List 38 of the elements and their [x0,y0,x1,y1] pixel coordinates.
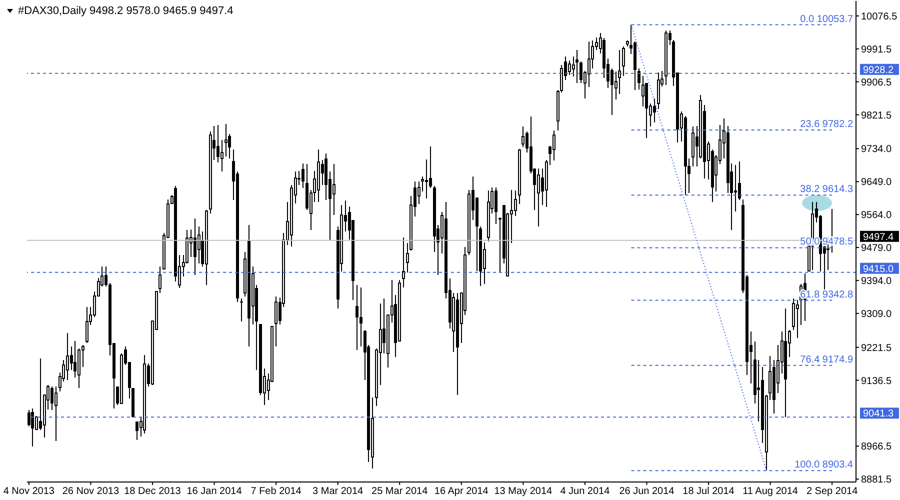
series-label: 38.2 9614.3 [800,184,854,196]
ref-line-label: 9041.3 [863,408,894,420]
series-label: 0.0 10053.7 [800,14,854,25]
series-label: 76.4 9174.9 [800,354,854,366]
x-tick-label: 7 Feb 2014 [250,486,302,498]
x-tick-label: 25 Mar 2014 [372,486,428,498]
series-label: 23.6 9782.2 [800,118,854,130]
x-tick-label: 26 Jun 2014 [619,486,675,498]
y-tick-label: 9906.5 [861,77,892,88]
series-label: 100.0 8903.4 [794,460,854,471]
y-tick-label: 9821.5 [861,110,892,122]
ref-line-label: 9497.4 [863,232,894,243]
x-tick-label: 4 Nov 2013 [3,486,55,498]
x-tick-label: 26 Nov 2013 [62,486,120,498]
y-tick-label: 9649.0 [861,177,892,188]
x-tick-label: 4 Jun 2014 [560,486,610,498]
x-tick-label: 16 Jan 2014 [186,486,242,498]
x-tick-label: 11 Aug 2014 [742,486,798,498]
y-tick-label: 10076.5 [861,11,898,22]
y-tick-label: 9309.0 [861,308,892,320]
y-tick-label: 9479.0 [861,243,892,254]
x-tick-label: 16 Apr 2014 [434,486,489,498]
x-tick-label: 18 Jul 2014 [682,486,735,498]
x-tick-label: 3 Mar 2014 [312,486,364,498]
y-tick-label: 8881.5 [861,474,892,486]
y-tick-label: 9221.5 [861,342,892,354]
x-tick-label: 2 Sep 2014 [806,486,858,498]
y-tick-label: 9136.5 [861,376,892,387]
ref-line-label: 9415.0 [863,264,894,275]
y-tick-label: 9734.0 [861,144,892,156]
y-tick-label: 8966.5 [861,442,892,453]
y-tick-label: 9991.5 [861,44,892,56]
y-tick-label: 9564.0 [861,210,892,222]
x-tick-label: 18 Dec 2013 [124,486,182,498]
ref-line-label: 9928.2 [863,64,894,76]
y-tick-label: 9394.0 [861,276,892,288]
x-tick-label: 13 May 2014 [494,486,553,498]
chart-title: #DAX30,Daily 9498.2 9578.0 9465.9 9497.4 [18,4,234,18]
